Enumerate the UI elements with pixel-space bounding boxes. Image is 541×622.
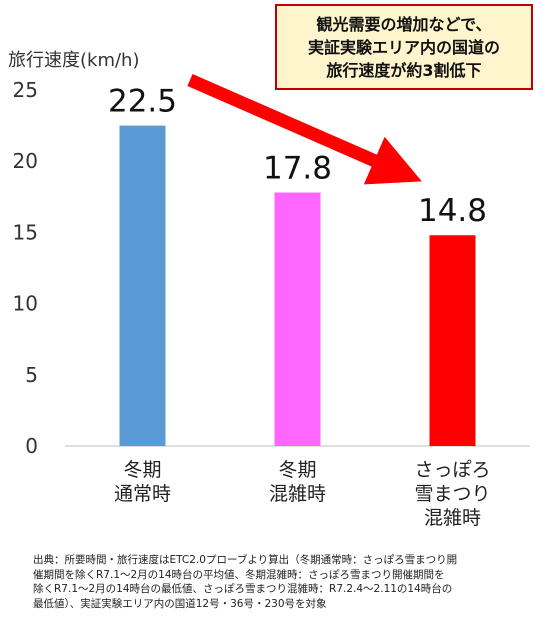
source-note-line: 催期間を除くR7.1～2月の14時台の平均値、冬期混雑時：さっぽろ雪まつり開催期… (33, 568, 445, 581)
category-label-line: 冬期 (123, 459, 161, 481)
bar-value-label: 14.8 (418, 193, 487, 229)
category-label-line: 冬期 (278, 459, 316, 481)
y-tick-label: 10 (13, 292, 38, 316)
category-label-line: 混雑時 (269, 483, 326, 505)
decline-arrow (187, 74, 422, 185)
category-label: 冬期混雑時 (269, 459, 326, 505)
y-tick-label: 5 (25, 363, 38, 387)
bar-value-label: 17.8 (263, 151, 332, 187)
category-label: さっぽろ雪まつり混雑時 (414, 459, 490, 529)
annotation-line-2: 実証実験エリア内の国道の (307, 37, 500, 57)
y-tick-label: 25 (13, 78, 38, 102)
category-label-line: 混雑時 (424, 507, 481, 529)
y-tick-label: 0 (25, 434, 38, 458)
category-label-line: 通常時 (114, 483, 171, 505)
y-axis-label: 旅行速度(km/h) (8, 50, 139, 71)
bar-value-label: 22.5 (108, 84, 177, 120)
bar (274, 192, 321, 446)
annotation-line-1: 観光需要の増加などで、 (316, 14, 492, 34)
source-note-line: 出典：所要時間・旅行速度はETC2.0プローブより算出（冬期通常時：さっぽろ雪ま… (33, 554, 458, 566)
source-note-line: 除くR7.1～2月の14時台の最低値、さっぽろ雪まつり混雑時：R7.2.4～2.… (33, 583, 453, 595)
annotation-line-3: 旅行速度が約3割低下 (326, 60, 482, 80)
category-label-line: 雪まつり (414, 483, 490, 505)
bar (429, 235, 476, 446)
annotation-callout: 観光需要の増加などで、 実証実験エリア内の国道の 旅行速度が約3割低下 (275, 4, 533, 90)
category-label-line: さっぽろ (414, 459, 490, 481)
category-label: 冬期通常時 (114, 459, 171, 505)
bar (119, 125, 166, 446)
y-tick-label: 20 (13, 149, 38, 173)
source-note-line: 最低値）、実証実験エリア内の国道12号・36号・230号を対象 (33, 597, 327, 610)
y-tick-label: 15 (13, 220, 38, 244)
source-note: 出典：所要時間・旅行速度はETC2.0プローブより算出（冬期通常時：さっぽろ雪ま… (33, 553, 533, 611)
